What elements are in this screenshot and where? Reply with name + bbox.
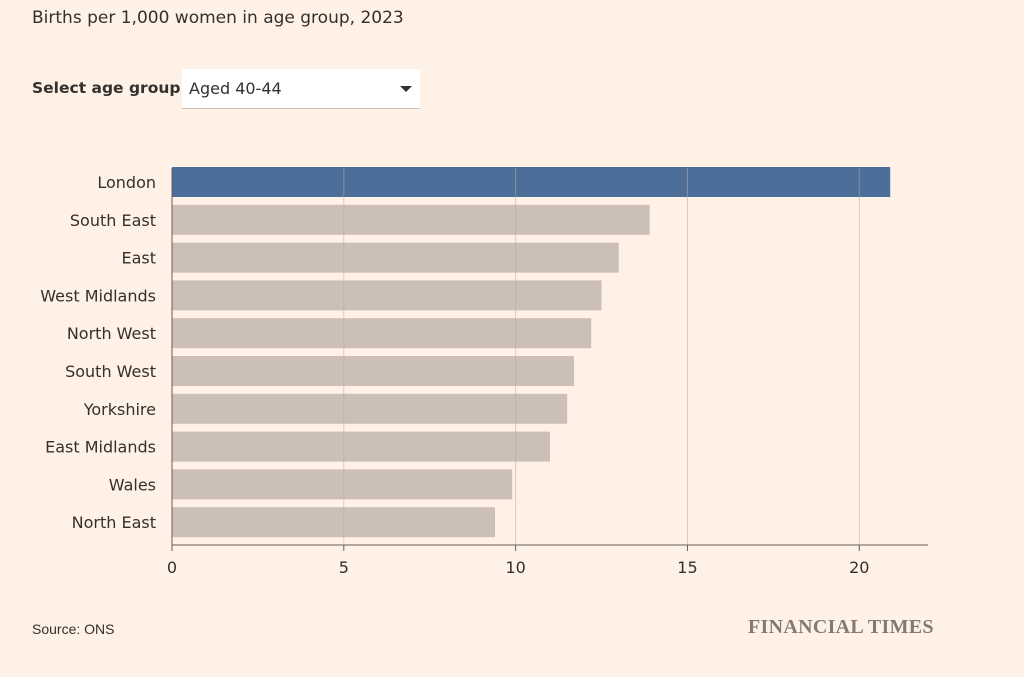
x-tick-label: 10 <box>505 558 525 577</box>
category-label: North East <box>72 513 156 532</box>
category-label: East <box>121 249 156 268</box>
bar-west-midlands <box>172 280 602 311</box>
bar-yorkshire <box>172 393 568 424</box>
category-label: London <box>97 173 156 192</box>
age-group-label: Select age group: <box>32 79 187 97</box>
bar-north-west <box>172 318 592 349</box>
ft-logo: FINANCIAL TIMES <box>748 616 934 638</box>
category-label: West Midlands <box>40 286 156 305</box>
category-label: Yorkshire <box>83 400 156 419</box>
bar-east <box>172 242 619 273</box>
chevron-down-icon <box>400 86 412 92</box>
source-note: Source: ONS <box>32 621 115 637</box>
bar-north-east <box>172 507 496 538</box>
bar-south-east <box>172 204 650 235</box>
x-tick-label: 0 <box>167 558 177 577</box>
category-label: East Midlands <box>45 438 156 457</box>
bar-chart: London South East East West Midlands North W… <box>40 167 928 577</box>
bar-east-midlands <box>172 431 550 462</box>
category-label: South East <box>70 211 156 230</box>
bar-london <box>172 167 891 197</box>
category-label: South West <box>65 362 156 381</box>
category-label: Wales <box>109 475 156 494</box>
x-tick-label: 15 <box>677 558 697 577</box>
x-tick-label: 5 <box>339 558 349 577</box>
chart-subtitle: Births per 1,000 women in age group, 202… <box>32 8 404 28</box>
age-group-dropdown[interactable]: Aged 40-44 <box>182 69 420 109</box>
bar-south-west <box>172 356 575 386</box>
age-group-selected-value: Aged 40-44 <box>189 79 282 98</box>
bar-wales <box>172 469 513 500</box>
grid-layer <box>343 168 860 545</box>
x-axis: 0 5 10 15 20 <box>167 168 928 577</box>
category-label: North West <box>67 324 156 343</box>
category-labels-layer: London South East East West Midlands North W… <box>40 173 156 532</box>
x-tick-label: 20 <box>849 558 869 577</box>
bars-layer <box>172 167 891 538</box>
